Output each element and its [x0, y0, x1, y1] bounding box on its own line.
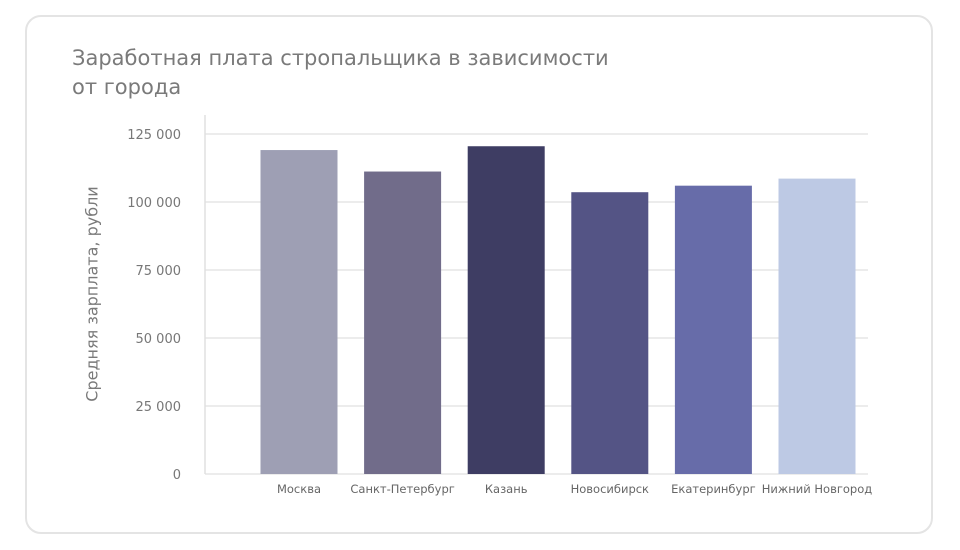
x-tick-label: Казань	[485, 482, 528, 496]
y-tick-label: 100 000	[127, 196, 181, 211]
chart-title-line-2: от города	[72, 75, 182, 99]
bar-4	[571, 192, 649, 474]
y-tick-label: 0	[173, 468, 181, 483]
bar-1	[260, 150, 338, 474]
x-tick-label: Новосибирск	[571, 482, 649, 496]
bar-5	[674, 185, 752, 474]
chart-title-line-1: Заработная плата стропальщика в зависимо…	[72, 46, 609, 70]
bar-6	[778, 178, 856, 474]
x-tick-label: Нижний Новгород	[762, 482, 872, 496]
x-tick-label: Екатеринбург	[671, 482, 756, 496]
y-tick-label: 25 000	[136, 400, 182, 415]
bar-3	[467, 146, 545, 475]
chart-title: Заработная плата стропальщика в зависимо…	[72, 44, 672, 102]
x-tick-label: Москва	[277, 482, 321, 496]
y-tick-label: 75 000	[136, 264, 182, 279]
x-tick-label: Санкт-Петербург	[350, 482, 454, 496]
bar-2	[364, 171, 442, 474]
y-tick-label: 50 000	[136, 332, 182, 347]
y-tick-label: 125 000	[127, 128, 181, 143]
